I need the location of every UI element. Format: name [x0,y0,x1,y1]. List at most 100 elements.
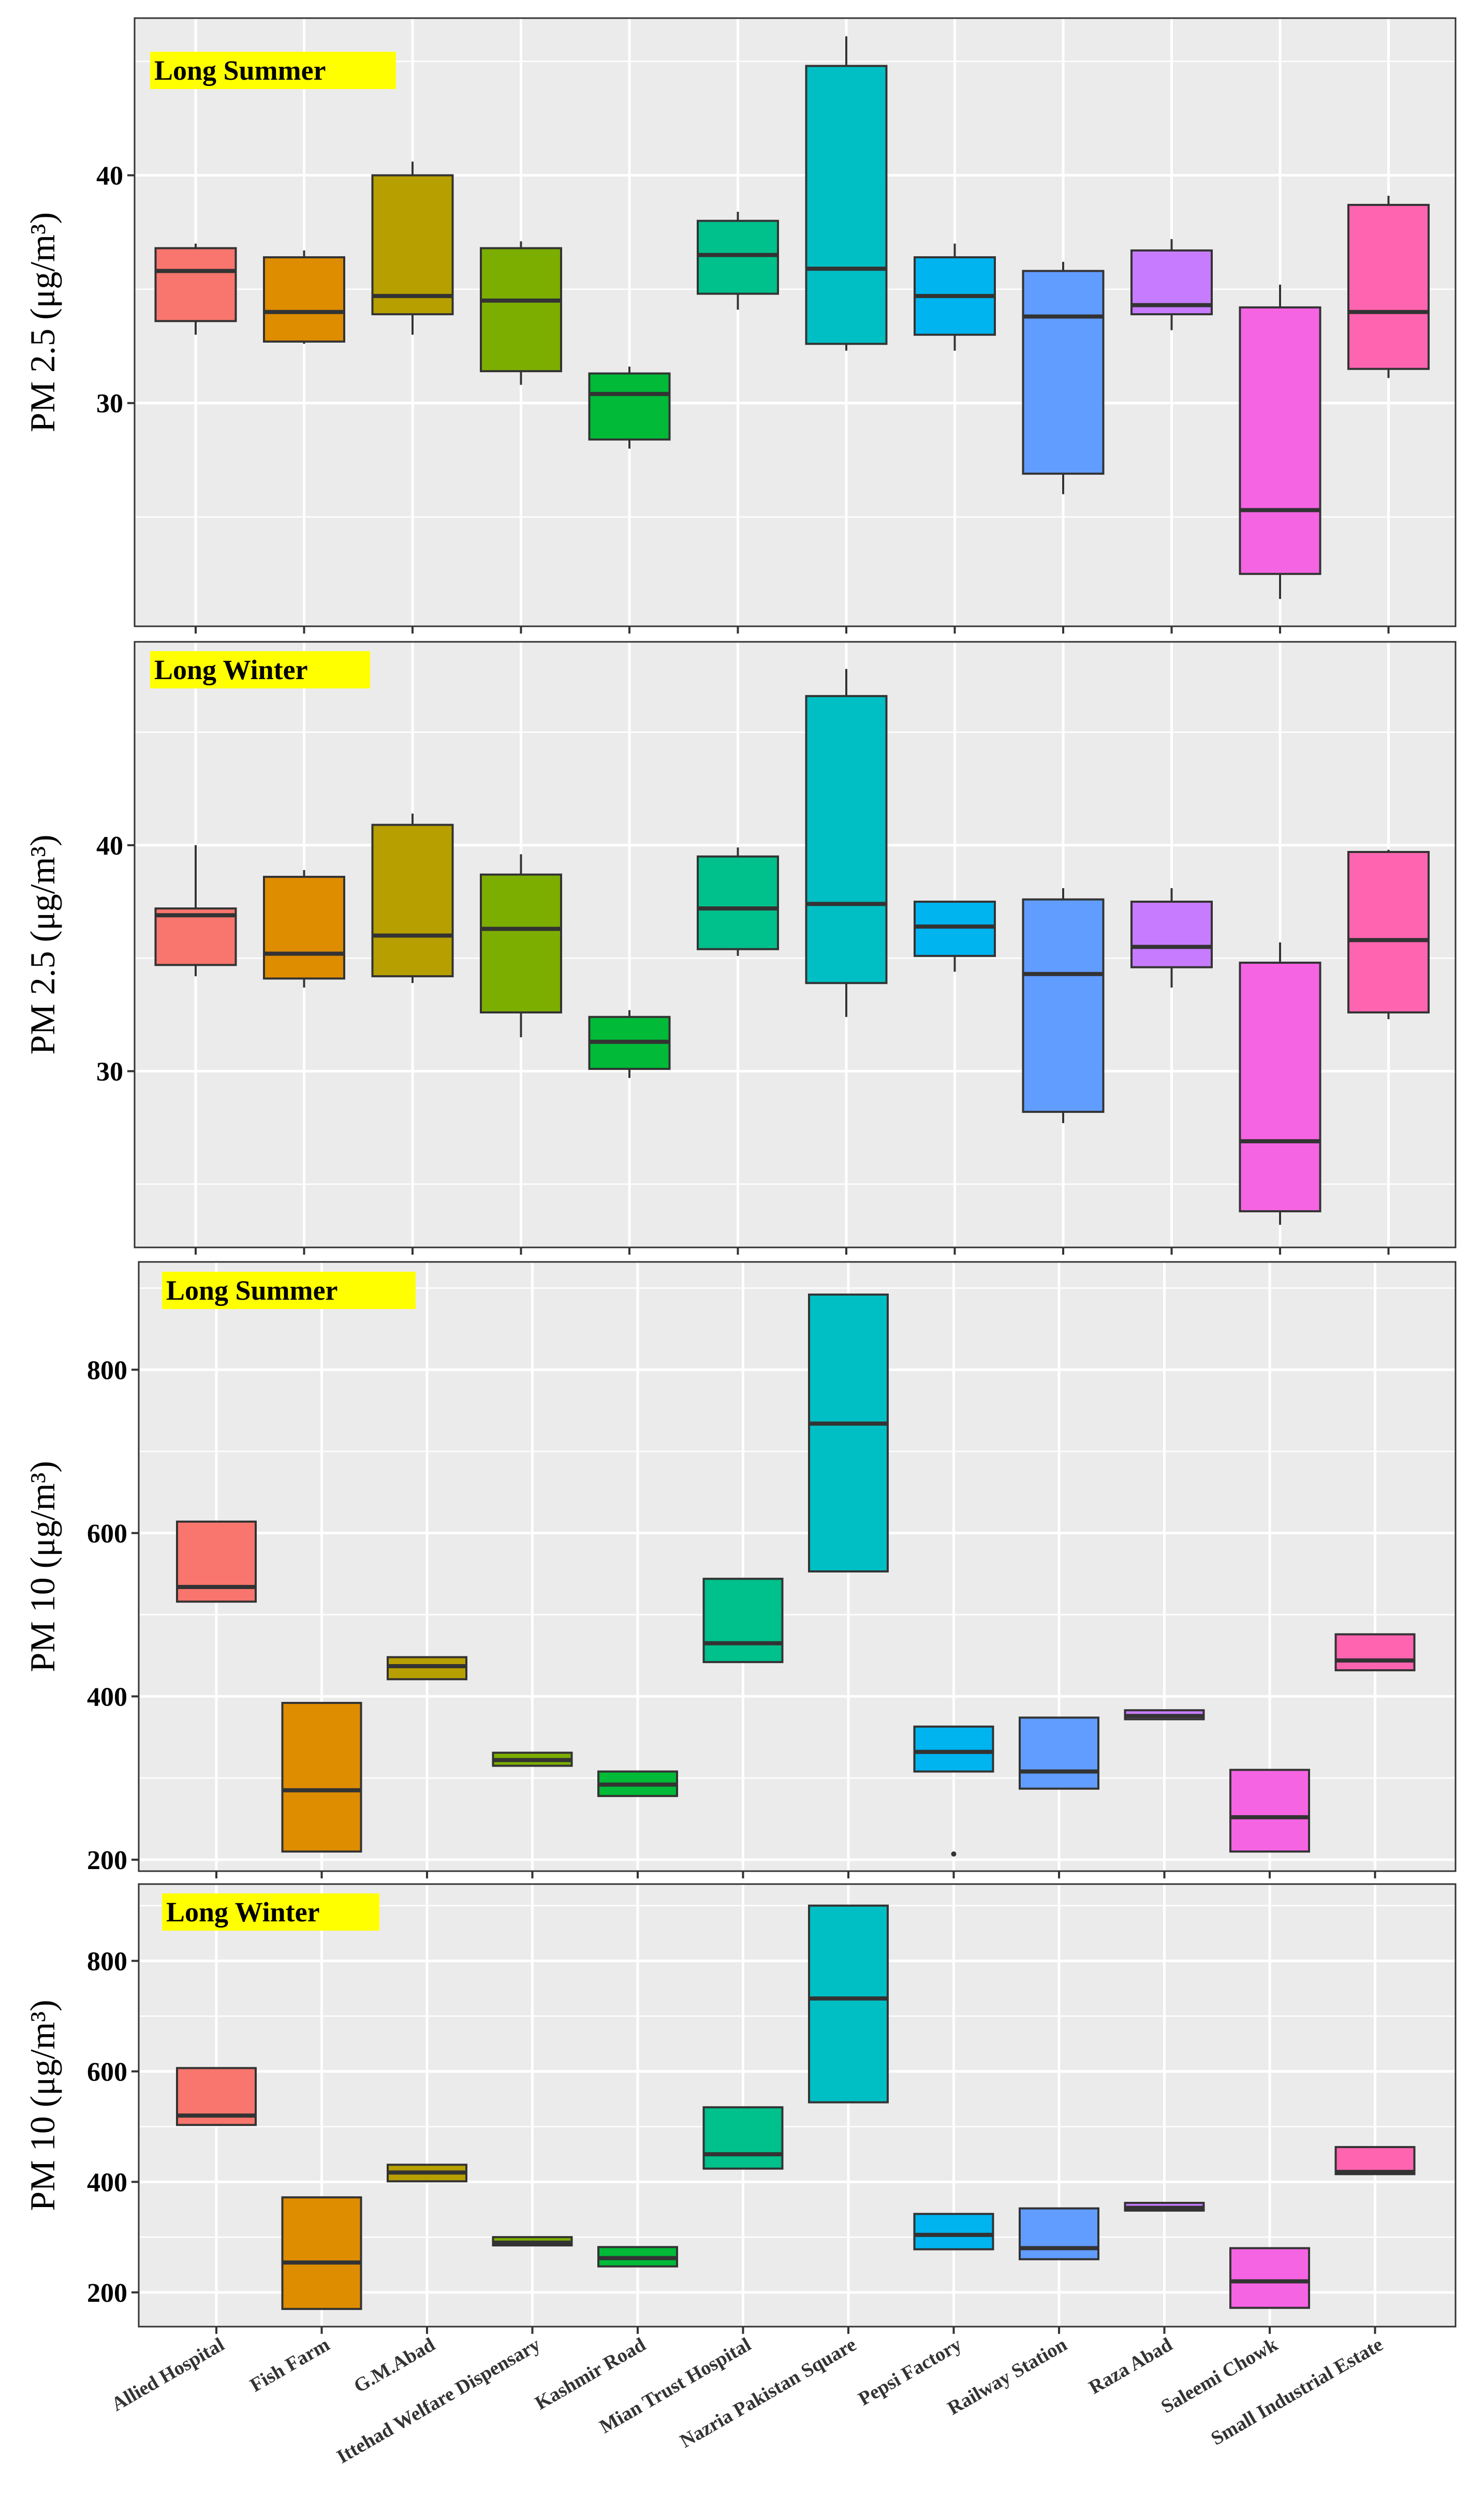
box-body [1239,306,1321,575]
x-category-label: G.M.Abad [350,2333,439,2397]
box-6 [702,2106,784,2170]
box-body [1334,1633,1416,1671]
x-category-label: Small Industrial Estate [1208,2333,1387,2449]
box-body [1229,2247,1310,2309]
box-body [697,219,779,295]
box-11 [1229,1769,1310,1853]
y-axis-title: PM 2.5 (μg/m³) [23,834,62,1054]
box-7 [808,1904,889,2104]
box-9 [1019,2207,1099,2260]
box-body [1022,898,1105,1113]
y-tick-label: 40 [96,161,123,191]
panel-3: 200 400 600 800 PM 10 (μg/m³) Long Summer [23,1261,1457,1878]
panel-label: Long Summer [166,1275,338,1306]
box-5 [588,1010,671,1078]
box-10 [1124,2201,1205,2212]
box-12 [1347,196,1430,378]
box-10 [1124,1709,1205,1721]
panel-2: 30 40 PM 2.5 (μg/m³) Long Winter [23,641,1457,1255]
box-body [1239,961,1321,1213]
box-body [808,1904,889,2104]
box-7 [805,669,888,1017]
panel-label-background [162,1272,416,1309]
box-body [263,876,345,980]
box-5 [597,2246,678,2268]
panel-border [138,1261,1457,1872]
box-11 [1229,2247,1310,2309]
box-body [480,873,562,1013]
box-4 [492,1752,573,1767]
x-category-label: Ittehad Welfare Dispensary [333,2333,544,2467]
panel-label: Long Summer [154,55,326,86]
box-body [154,907,237,966]
box-6 [702,1578,784,1664]
box-body [702,1578,784,1664]
box-body [1130,901,1213,968]
box-6 [697,212,779,310]
y-axis-title: PM 10 (μg/m³) [23,1461,62,1672]
box-11 [1239,284,1321,599]
box-body [1334,2146,1416,2175]
box-body [1019,2207,1099,2260]
x-category-label: Nazria Pakistan Square [676,2333,860,2452]
panel-label-background [150,52,396,89]
outlier-point [951,1851,957,1857]
box-11 [1239,942,1321,1225]
box-body [371,174,454,316]
box-1 [176,1520,257,1603]
panel-label-background [162,1893,379,1931]
box-body [281,1701,362,1853]
box-12 [1347,849,1430,1020]
y-tick-label: 600 [87,1519,127,1549]
panel-background [135,18,1456,626]
y-tick-label: 40 [96,831,123,861]
box-6 [697,847,779,956]
y-tick-label: 800 [87,1947,127,1976]
box-body [697,855,779,950]
box-3 [387,1656,467,1681]
y-tick-label: 400 [87,1682,127,1712]
box-12 [1334,1633,1416,1671]
box-2 [263,870,345,988]
y-tick-label: 800 [87,1356,127,1385]
panel-4: 200 400 600 800 PM 10 (μg/m³) Long Winter [23,1883,1457,2334]
box-7 [805,36,888,351]
panel-background [135,642,1456,1247]
box-8 [914,243,996,351]
x-category-label: Railway Station [944,2333,1071,2419]
box-body [281,2196,362,2310]
box-body [1347,203,1430,370]
y-tick-label: 200 [87,1846,127,1875]
box-body [1019,1716,1099,1790]
y-axis-title: PM 2.5 (μg/m³) [23,212,62,432]
box-4 [480,854,562,1037]
box-2 [281,2196,362,2310]
box-body [371,824,454,978]
box-body [805,65,888,345]
box-4 [492,2236,573,2247]
panel-label: Long Winter [154,654,308,685]
box-2 [281,1701,362,1853]
box-9 [1019,1716,1099,1790]
box-8 [913,1725,994,1773]
box-body [1022,270,1105,475]
box-body [1347,851,1430,1013]
box-body [805,695,888,984]
y-tick-label: 200 [87,2278,127,2308]
box-1 [154,243,237,335]
y-axis-title: PM 10 (μg/m³) [23,2000,62,2211]
box-5 [588,366,671,449]
box-body [263,256,345,343]
box-10 [1130,888,1213,988]
x-category-label: Allied Hospital [108,2333,228,2415]
box-body [1229,1769,1310,1853]
box-body [154,247,237,322]
box-1 [154,845,237,977]
box-9 [1022,261,1105,494]
box-8 [914,901,996,972]
box-3 [387,2164,467,2183]
box-body [913,2213,994,2251]
box-10 [1130,239,1213,330]
box-1 [176,2067,257,2126]
